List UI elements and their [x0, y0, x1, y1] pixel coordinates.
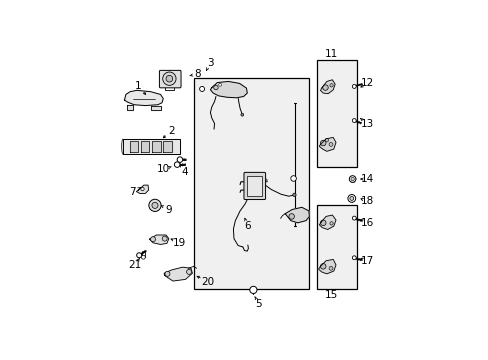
Bar — [317, 60, 357, 167]
Text: 16: 16 — [360, 219, 373, 228]
Circle shape — [164, 271, 170, 276]
Circle shape — [163, 72, 176, 85]
Circle shape — [325, 139, 328, 142]
FancyBboxPatch shape — [244, 172, 265, 199]
Circle shape — [199, 86, 204, 91]
Circle shape — [137, 253, 142, 258]
Polygon shape — [164, 267, 192, 281]
Polygon shape — [163, 141, 171, 152]
Text: 8: 8 — [194, 69, 201, 79]
Circle shape — [328, 266, 332, 270]
Text: 14: 14 — [360, 174, 373, 184]
Circle shape — [352, 216, 355, 220]
Polygon shape — [127, 105, 133, 110]
Circle shape — [150, 237, 155, 242]
Polygon shape — [319, 138, 335, 151]
Polygon shape — [136, 185, 148, 193]
Text: 12: 12 — [360, 78, 373, 89]
Polygon shape — [210, 81, 247, 98]
Circle shape — [290, 176, 296, 181]
Circle shape — [347, 194, 355, 202]
Polygon shape — [149, 235, 168, 244]
Polygon shape — [285, 207, 309, 223]
Circle shape — [322, 85, 327, 90]
Circle shape — [174, 162, 180, 167]
Circle shape — [350, 177, 354, 181]
Polygon shape — [130, 141, 138, 152]
Circle shape — [328, 143, 332, 146]
Text: 1: 1 — [135, 81, 142, 91]
Circle shape — [249, 286, 257, 293]
Circle shape — [292, 193, 295, 197]
Polygon shape — [124, 90, 163, 105]
Bar — [317, 205, 357, 288]
Circle shape — [166, 75, 172, 82]
FancyBboxPatch shape — [159, 70, 181, 88]
Text: 21: 21 — [128, 260, 141, 270]
Polygon shape — [319, 215, 335, 229]
Circle shape — [320, 220, 325, 226]
Circle shape — [177, 157, 183, 162]
Text: 4: 4 — [181, 167, 187, 177]
Circle shape — [251, 182, 257, 187]
Circle shape — [218, 84, 221, 86]
Circle shape — [186, 269, 191, 274]
Circle shape — [329, 222, 332, 225]
Text: 3: 3 — [207, 58, 213, 68]
Circle shape — [352, 85, 355, 89]
Circle shape — [352, 118, 355, 122]
Circle shape — [152, 202, 158, 208]
Circle shape — [141, 187, 144, 191]
Text: 2: 2 — [168, 126, 175, 135]
Text: 10: 10 — [157, 164, 169, 174]
Text: 13: 13 — [360, 118, 373, 129]
Text: 6: 6 — [244, 221, 251, 231]
Circle shape — [213, 85, 218, 90]
Circle shape — [320, 140, 325, 146]
Text: 11: 11 — [324, 49, 337, 59]
Text: 15: 15 — [324, 291, 338, 301]
Circle shape — [349, 197, 353, 201]
Text: 7: 7 — [129, 186, 136, 197]
Bar — [247, 176, 261, 196]
Circle shape — [348, 176, 355, 183]
Circle shape — [141, 255, 145, 259]
Circle shape — [162, 236, 167, 241]
Text: 20: 20 — [201, 276, 214, 287]
Circle shape — [329, 84, 332, 87]
Circle shape — [241, 113, 243, 116]
Text: 5: 5 — [255, 299, 262, 309]
Polygon shape — [150, 105, 160, 110]
Bar — [193, 78, 308, 288]
Circle shape — [288, 214, 294, 219]
Polygon shape — [320, 80, 334, 94]
Circle shape — [148, 199, 161, 211]
Polygon shape — [152, 141, 160, 152]
Text: 18: 18 — [360, 196, 373, 206]
Polygon shape — [318, 260, 335, 274]
Text: 9: 9 — [165, 204, 172, 215]
Text: 19: 19 — [173, 238, 186, 248]
Text: 17: 17 — [360, 256, 373, 266]
Polygon shape — [123, 139, 180, 154]
Circle shape — [352, 256, 355, 260]
Polygon shape — [141, 141, 149, 152]
Circle shape — [320, 264, 325, 269]
